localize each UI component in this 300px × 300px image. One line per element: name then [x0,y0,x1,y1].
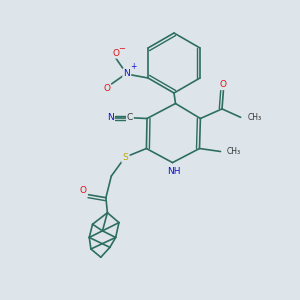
Text: O: O [103,84,110,93]
Text: CH₃: CH₃ [226,147,241,156]
Text: O: O [80,186,87,195]
Text: CH₃: CH₃ [247,113,261,122]
Text: N: N [123,69,130,78]
Text: S: S [122,153,128,162]
Text: +: + [130,62,136,71]
Text: N: N [107,113,114,122]
Text: −: − [118,44,125,53]
Text: NH: NH [167,167,181,176]
Text: O: O [220,80,227,89]
Text: O: O [112,49,119,58]
Text: C: C [127,113,133,122]
